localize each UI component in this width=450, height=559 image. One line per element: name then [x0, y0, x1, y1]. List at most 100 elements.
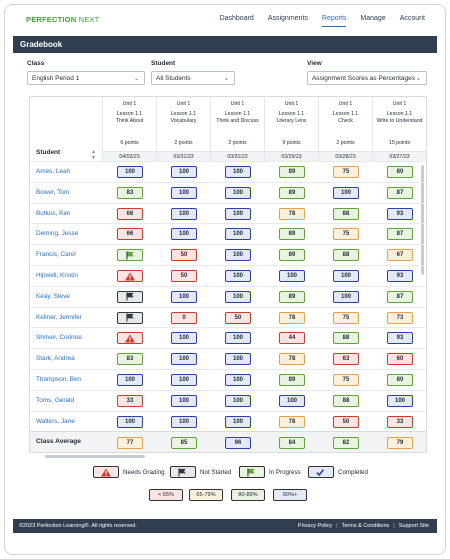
score-chip[interactable]: 100 — [171, 353, 197, 366]
score-chip[interactable]: 75 — [333, 311, 359, 324]
score-chip[interactable]: 100 — [171, 394, 197, 407]
student-name-link[interactable]: Bower, Tom — [36, 188, 70, 196]
score-chip[interactable]: 50 — [171, 249, 197, 262]
score-chip[interactable]: 80 — [387, 374, 413, 386]
class-select[interactable]: English Period 1 ⌄ — [27, 71, 145, 85]
score-chip[interactable]: 100 — [171, 374, 197, 386]
score-chip[interactable]: 100 — [387, 394, 413, 407]
score-chip[interactable]: 100 — [171, 228, 197, 241]
horizontal-scrollbar[interactable] — [45, 455, 145, 458]
score-chip[interactable]: 78 — [279, 311, 305, 324]
score-chip[interactable]: 89 — [279, 186, 305, 199]
alert-status-chip[interactable] — [117, 270, 143, 282]
score-chip[interactable]: 89 — [279, 228, 305, 241]
score-chip[interactable]: 75 — [333, 374, 359, 386]
assignment-column-header[interactable]: Unit 1 Lesson 1.1 Vocabulary 2 points 03/31/… — [157, 97, 211, 162]
alert-status-chip[interactable] — [117, 332, 143, 345]
score-chip[interactable]: 88 — [333, 249, 359, 262]
student-name-link[interactable]: Kellner, Jennifer — [36, 313, 82, 321]
nav-reports[interactable]: Reports — [321, 15, 347, 27]
score-chip[interactable]: 100 — [117, 415, 143, 428]
flag-status-chip[interactable] — [117, 311, 143, 324]
score-chip[interactable]: 100 — [171, 290, 197, 303]
score-chip[interactable]: 100 — [225, 249, 251, 262]
score-chip[interactable]: 78 — [279, 353, 305, 366]
score-chip[interactable]: 100 — [225, 374, 251, 386]
score-chip[interactable]: 80 — [387, 166, 413, 178]
score-chip[interactable]: 83 — [117, 353, 143, 366]
score-chip[interactable]: 100 — [333, 186, 359, 199]
score-chip[interactable]: 78 — [279, 415, 305, 428]
footer-link[interactable]: Support Site — [398, 523, 429, 529]
score-chip[interactable]: 100 — [225, 207, 251, 220]
nav-assignments[interactable]: Assignments — [267, 15, 308, 22]
score-chip[interactable]: 100 — [279, 270, 305, 282]
student-name-link[interactable]: Walters, Jane — [36, 417, 75, 425]
score-chip[interactable]: 100 — [171, 207, 197, 220]
score-chip[interactable]: 50 — [225, 311, 251, 324]
score-chip[interactable]: 87 — [387, 186, 413, 199]
student-column-header[interactable]: Student ▲ ▼ — [30, 97, 103, 161]
score-chip[interactable]: 50 — [171, 270, 197, 282]
score-chip[interactable]: 100 — [225, 332, 251, 345]
score-chip[interactable]: 100 — [225, 415, 251, 428]
score-chip[interactable]: 60 — [387, 353, 413, 366]
score-chip[interactable]: 89 — [279, 290, 305, 303]
student-name-link[interactable]: Shriver, Corinne — [36, 334, 82, 342]
footer-link[interactable]: Terms & Conditions — [341, 523, 390, 529]
student-name-link[interactable]: Toms, Gerald — [36, 396, 74, 404]
assignment-column-header[interactable]: Unit 1 Lesson 1.1 Think About 6 points 04/03… — [103, 97, 157, 162]
assignment-column-header[interactable]: Unit 1 Lesson 1.1 Write to Understand 15 po… — [373, 97, 426, 162]
score-chip[interactable]: 75 — [333, 166, 359, 178]
student-name-link[interactable]: Keay, Steve — [36, 292, 70, 300]
score-chip[interactable]: 78 — [279, 207, 305, 220]
student-name-link[interactable]: Francis, Carol — [36, 251, 76, 259]
score-chip[interactable]: 89 — [279, 166, 305, 178]
score-chip[interactable]: 89 — [279, 374, 305, 386]
score-chip[interactable]: 66 — [117, 228, 143, 241]
sort-icon[interactable]: ▲ ▼ — [91, 149, 96, 161]
score-chip[interactable]: 88 — [333, 332, 359, 345]
vertical-scrollbar[interactable] — [421, 165, 424, 275]
flag-status-chip[interactable] — [117, 249, 143, 262]
score-chip[interactable]: 88 — [333, 207, 359, 220]
score-chip[interactable]: 87 — [387, 228, 413, 241]
score-chip[interactable]: 100 — [117, 166, 143, 178]
score-chip[interactable]: 75 — [333, 228, 359, 241]
assignment-column-header[interactable]: Unit 1 Lesson 1.1 Check 2 points 03/28/23 — [319, 97, 373, 162]
score-chip[interactable]: 100 — [279, 394, 305, 407]
score-chip[interactable]: 50 — [333, 415, 359, 428]
score-chip[interactable]: 100 — [225, 290, 251, 303]
score-chip[interactable]: 33 — [387, 415, 413, 428]
student-select[interactable]: All Students ⌄ — [151, 71, 235, 85]
view-select[interactable]: Assignment Scores as Percentages ⌄ — [307, 71, 427, 85]
nav-account[interactable]: Account — [399, 15, 425, 22]
perfection-next-logo[interactable]: PERFECTION NEXT — [26, 15, 99, 24]
nav-dashboard[interactable]: Dashboard — [219, 15, 254, 22]
score-chip[interactable]: 88 — [333, 394, 359, 407]
score-chip[interactable]: 87 — [387, 290, 413, 303]
student-name-link[interactable]: Stark, Andrea — [36, 355, 75, 363]
score-chip[interactable]: 100 — [225, 353, 251, 366]
flag-status-chip[interactable] — [117, 290, 143, 303]
student-name-link[interactable]: Butkus, Ken — [36, 209, 71, 217]
score-chip[interactable]: 93 — [387, 332, 413, 345]
score-chip[interactable]: 44 — [279, 332, 305, 345]
score-chip[interactable]: 100 — [171, 332, 197, 345]
score-chip[interactable]: 93 — [387, 270, 413, 282]
footer-link[interactable]: Privacy Policy — [297, 523, 333, 529]
score-chip[interactable]: 66 — [117, 207, 143, 220]
score-chip[interactable]: 73 — [387, 311, 413, 324]
score-chip[interactable]: 83 — [117, 186, 143, 199]
score-chip[interactable]: 100 — [225, 270, 251, 282]
score-chip[interactable]: 100 — [225, 228, 251, 241]
score-chip[interactable]: 67 — [387, 249, 413, 262]
score-chip[interactable]: 100 — [333, 290, 359, 303]
score-chip[interactable]: 93 — [387, 207, 413, 220]
student-name-link[interactable]: Ames, Leah — [36, 168, 71, 175]
score-chip[interactable]: 100 — [225, 394, 251, 407]
score-chip[interactable]: 100 — [117, 374, 143, 386]
score-chip[interactable]: 100 — [171, 166, 197, 178]
score-chip[interactable]: 100 — [171, 186, 197, 199]
score-chip[interactable]: 100 — [333, 270, 359, 282]
